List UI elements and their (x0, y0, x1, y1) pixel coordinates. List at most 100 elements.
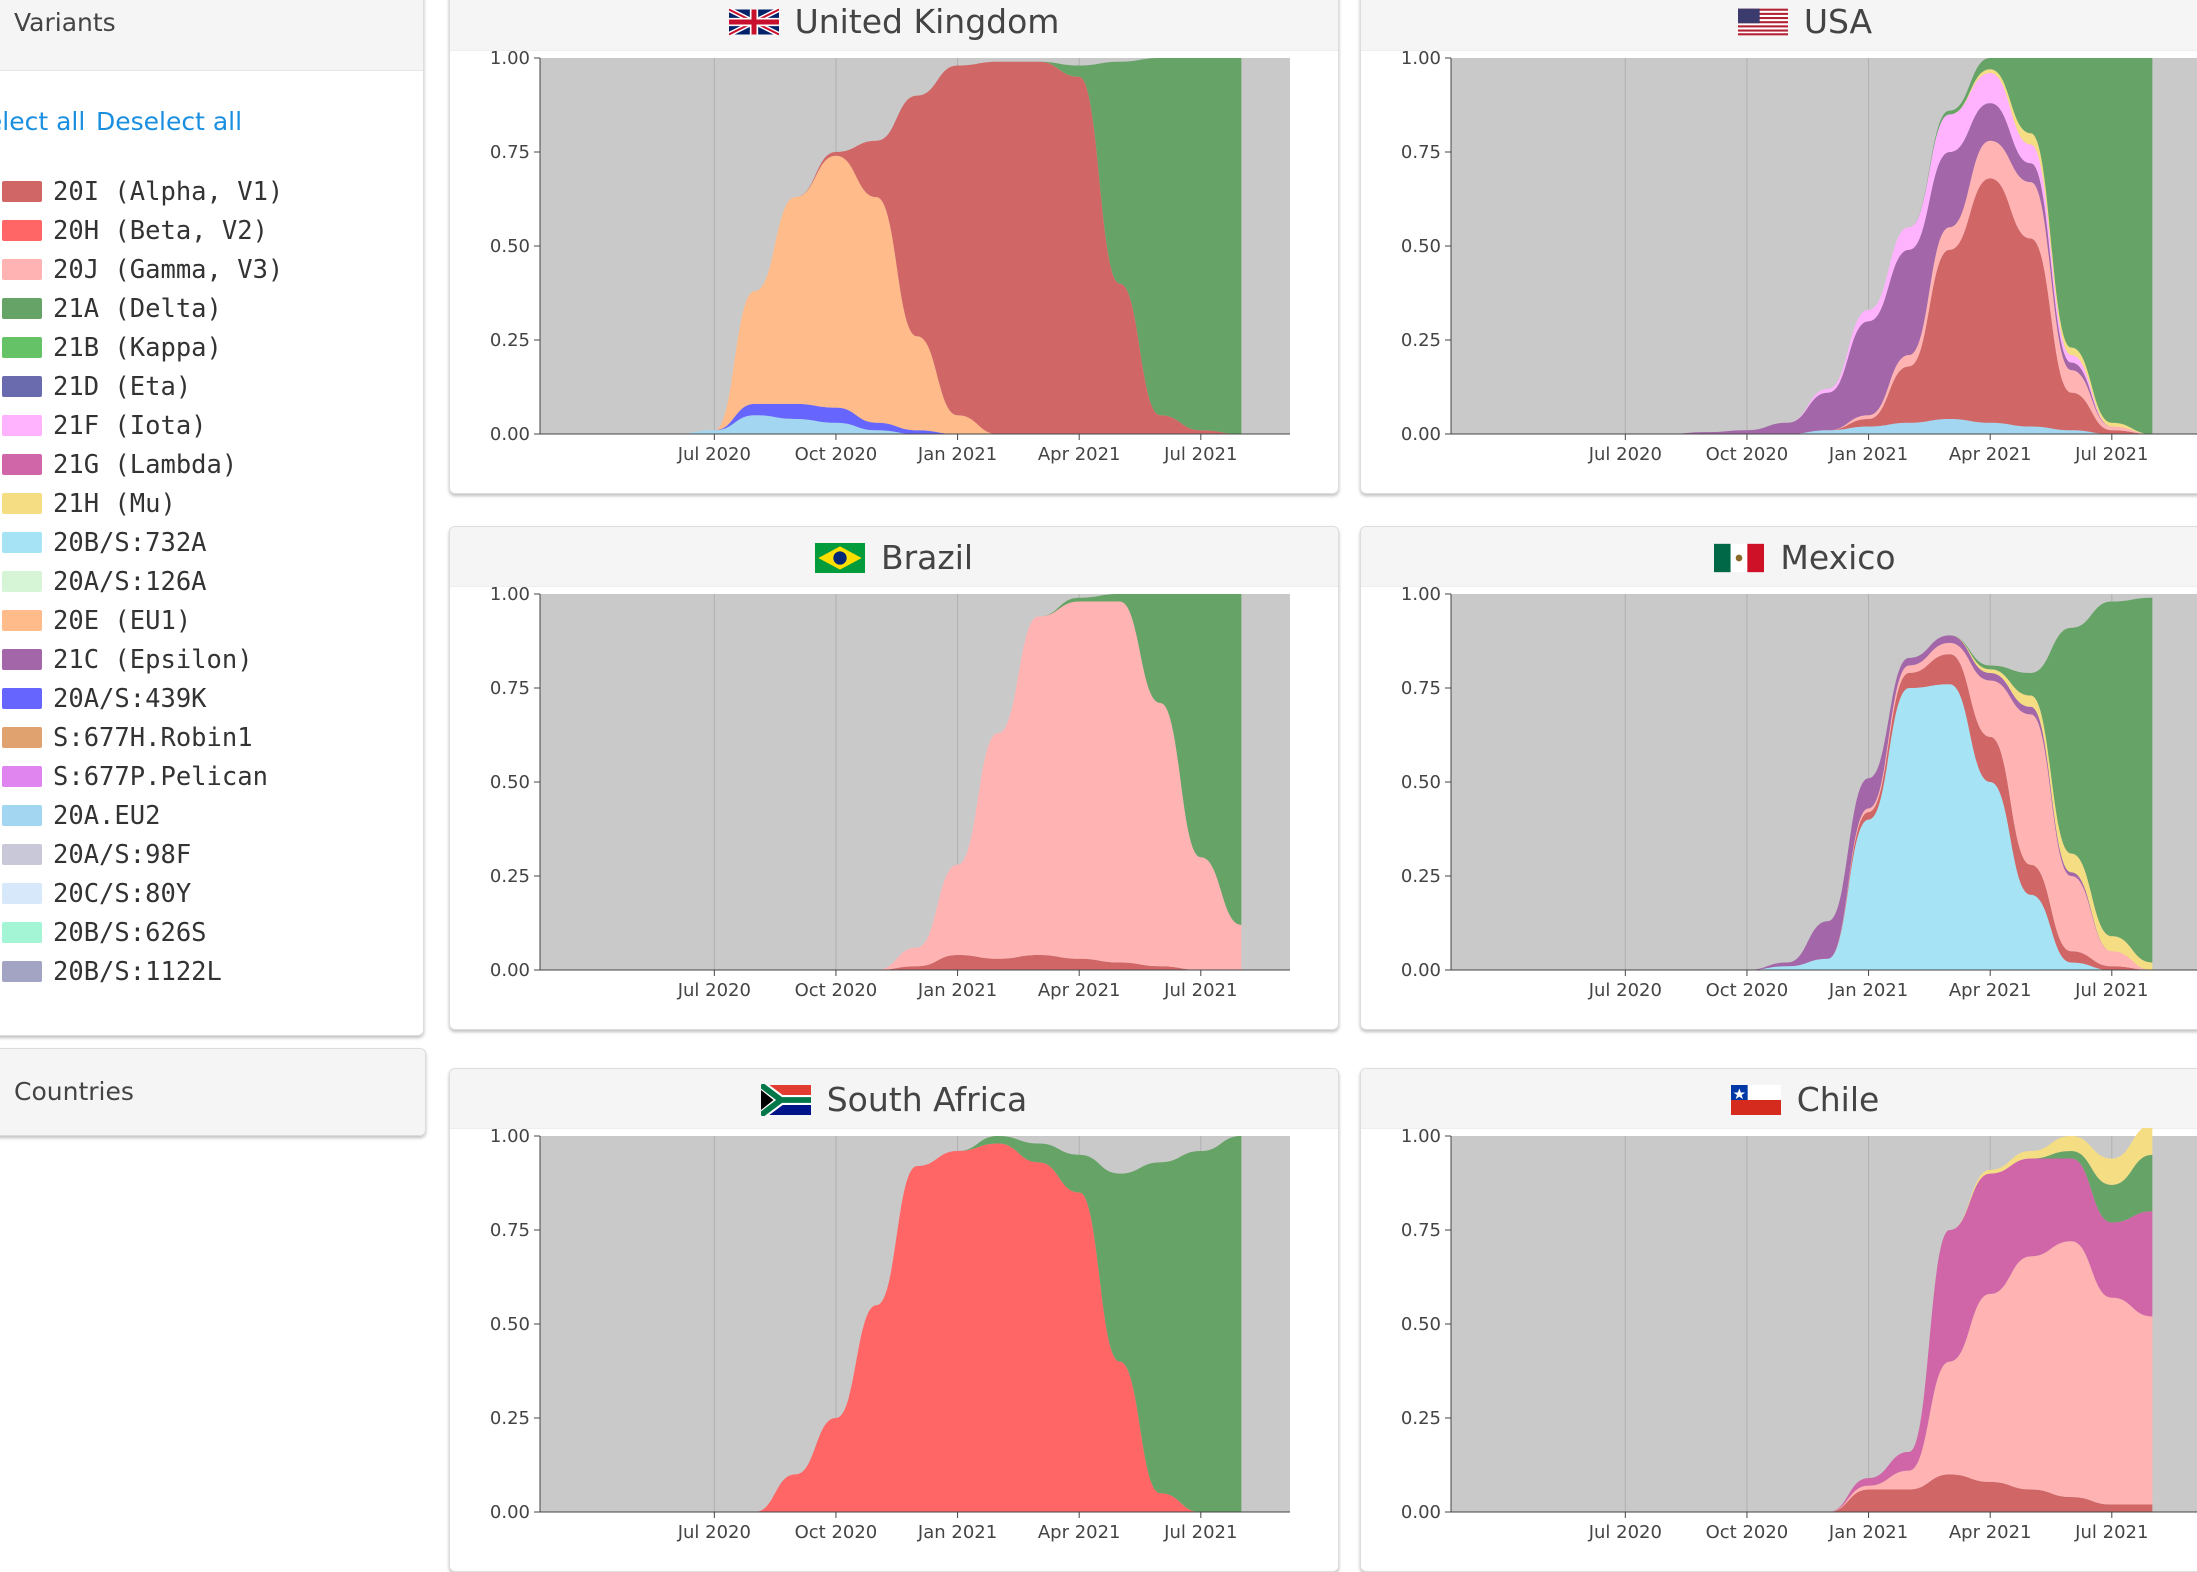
legend-swatch (2, 181, 42, 202)
area-chart-brazil[interactable]: 0.00 0.25 0.50 0.75 1.00 Jul 2020 Oct 2020 Jan … (450, 586, 1338, 1029)
legend-swatch (2, 844, 42, 865)
area-chart-chile[interactable]: 0.00 0.25 0.50 0.75 1.00 Jul 2020 Oct 2020 Jan … (1361, 1128, 2197, 1571)
variants-panel-header[interactable]: Variants (0, 0, 423, 71)
x-tick-label: Oct 2020 (795, 444, 878, 465)
area-20j-gamma-v3[interactable] (673, 601, 1242, 970)
area-20i-alpha-v1[interactable] (1584, 178, 2153, 434)
legend-label: 20E (EU1) (53, 606, 192, 636)
selection-controls: Select all Deselect all (0, 71, 423, 191)
y-tick-label: 0.25 (1401, 1408, 1441, 1429)
y-tick-label: 0.25 (490, 330, 530, 351)
y-tick-label: 0.50 (490, 772, 530, 793)
area-21g-lambda[interactable] (1584, 1158, 2153, 1512)
area-20j-gamma-v3[interactable] (1584, 1241, 2153, 1512)
y-tick-label: 0.75 (490, 142, 530, 163)
area-20a-s-439k[interactable] (673, 403, 1242, 434)
area-21a-delta[interactable] (673, 594, 1242, 970)
countries-panel-header[interactable]: Countries (0, 1049, 425, 1135)
legend-swatch (2, 649, 42, 670)
area-21a-delta[interactable] (673, 58, 1242, 434)
legend-label: 20A/S:439K (53, 684, 207, 714)
y-tick-label: 0.75 (490, 678, 530, 699)
card-title: USA (1803, 2, 1873, 41)
x-tick-label: Jul 2021 (2074, 444, 2148, 465)
area-20e-eu1[interactable] (673, 155, 1242, 434)
legend-swatch (2, 298, 42, 319)
legend-label: 20B/S:1122L (53, 957, 222, 987)
select-all-link[interactable]: Select all (0, 107, 86, 136)
legend-swatch (2, 493, 42, 514)
y-tick-label: 0.50 (1401, 236, 1441, 257)
card-header: Brazil (450, 527, 1338, 587)
card-header: South Africa (450, 1069, 1338, 1129)
area-21a-delta[interactable] (1584, 1151, 2153, 1512)
area-21a-delta[interactable] (1584, 597, 2153, 970)
x-tick-label: Apr 2021 (1949, 980, 2032, 1001)
deselect-all-link[interactable]: Deselect all (96, 107, 243, 136)
y-tick-label: 1.00 (490, 50, 530, 69)
card-title: Brazil (880, 538, 974, 577)
legend-label: 21F (Iota) (53, 411, 207, 441)
area-20i-alpha-v1[interactable] (1584, 654, 2153, 970)
area-20i-alpha-v1[interactable] (673, 954, 1242, 970)
area-20a-eu2[interactable] (1584, 418, 2153, 434)
legend-label: 20A/S:98F (53, 840, 192, 870)
area-20j-gamma-v3[interactable] (1584, 642, 2153, 970)
y-tick-label: 0.00 (490, 424, 530, 445)
area-chart-usa[interactable]: 0.00 0.25 0.50 0.75 1.00 Jul 2020 Oct 2020 Jan … (1361, 50, 2197, 493)
card-header: United Kingdom (450, 0, 1338, 51)
legend-swatch (2, 883, 42, 904)
legend-label: S:677H.Robin1 (53, 723, 253, 753)
legend-swatch (2, 337, 42, 358)
card-header: Chile (1361, 1069, 2197, 1129)
area-20b-s-732a[interactable] (1584, 684, 2153, 970)
legend-label: 20C/S:80Y (53, 879, 192, 909)
legend-swatch (2, 961, 42, 982)
countries-panel: Countries (0, 1048, 426, 1136)
area-20a-eu2[interactable] (673, 415, 1242, 434)
area-21c-epsilon[interactable] (1584, 103, 2153, 434)
area-chart-united-kingdom[interactable]: 0.00 0.25 0.50 0.75 1.00 Jul 2020 Oct 2020 Jan … (450, 50, 1338, 493)
legend-label: 20J (Gamma, V3) (53, 255, 284, 285)
y-tick-label: 0.25 (1401, 866, 1441, 887)
x-tick-label: Jul 2020 (1588, 980, 1662, 1001)
x-tick-label: Jan 2021 (1828, 1522, 1908, 1543)
y-tick-label: 0.50 (1401, 1314, 1441, 1335)
area-chart-mexico[interactable]: 0.00 0.25 0.50 0.75 1.00 Jul 2020 Oct 2020 Jan … (1361, 586, 2197, 1029)
legend-swatch (2, 805, 42, 826)
x-tick-label: Oct 2020 (1706, 1522, 1789, 1543)
area-21c-epsilon[interactable] (1584, 635, 2153, 970)
sidebar: Variants Select all Deselect all 20I (Al… (0, 0, 424, 1036)
uk-flag-icon (728, 6, 779, 37)
chile-flag-icon (1730, 1084, 1781, 1115)
legend-label: 20A/S:126A (53, 567, 207, 597)
card-title: South Africa (826, 1080, 1028, 1119)
y-tick-label: 0.50 (1401, 772, 1441, 793)
y-tick-label: 0.75 (1401, 142, 1441, 163)
legend-label: 20B/S:732A (53, 528, 207, 558)
x-tick-label: Oct 2020 (1706, 980, 1789, 1001)
area-20h-beta-v2[interactable] (673, 1143, 1242, 1512)
legend-swatch (2, 220, 42, 241)
chart-card-usa: USA 0.00 0.25 0.50 0.75 1.00 Jul 2020 Oct 2020… (1360, 0, 2197, 494)
area-20i-alpha-v1[interactable] (673, 61, 1242, 434)
chart-card-brazil: Brazil 0.00 0.25 0.50 0.75 1.00 Jul 2020 Oct 2… (449, 526, 1339, 1030)
area-21h-mu[interactable] (1584, 1128, 2153, 1512)
countries-title: Countries (14, 1077, 134, 1106)
y-tick-label: 0.50 (490, 236, 530, 257)
x-tick-label: Jul 2020 (677, 444, 751, 465)
chart-card-mexico: Mexico 0.00 0.25 0.50 0.75 1.00 Jul 2020 Oct 2… (1360, 526, 2197, 1030)
legend-swatch (2, 376, 42, 397)
card-title: Chile (1796, 1080, 1880, 1119)
area-21a-delta[interactable] (1584, 58, 2153, 434)
y-tick-label: 0.75 (490, 1220, 530, 1241)
area-20i-alpha-v1[interactable] (1584, 1474, 2153, 1512)
area-21a-delta[interactable] (673, 1136, 1242, 1512)
x-tick-label: Jul 2020 (677, 980, 751, 1001)
area-chart-south-africa[interactable]: 0.00 0.25 0.50 0.75 1.00 Jul 2020 Oct 2020 Jan … (450, 1128, 1338, 1571)
legend-label: 20I (Alpha, V1) (53, 177, 284, 207)
legend-label: S:677P.Pelican (53, 762, 268, 792)
y-tick-label: 1.00 (490, 1128, 530, 1147)
south-africa-flag-icon (760, 1083, 811, 1116)
y-tick-label: 1.00 (1401, 50, 1441, 69)
